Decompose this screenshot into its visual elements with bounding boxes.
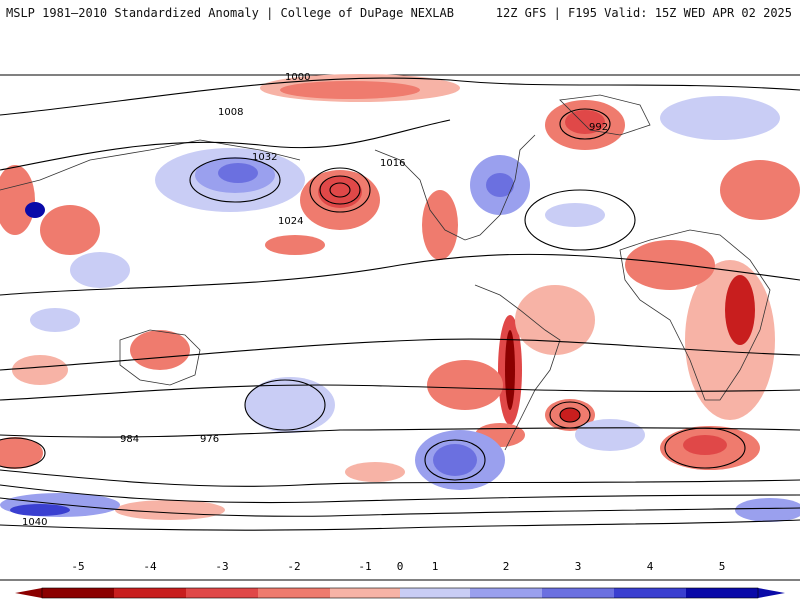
colorbar-tick-label: -3 xyxy=(215,560,229,573)
colorbar-tick-label: 0 xyxy=(396,560,404,573)
isobars xyxy=(0,77,800,531)
contour-label: 976 xyxy=(200,434,219,445)
positive-anomalies xyxy=(0,96,800,522)
contour-label: 1040 xyxy=(22,517,47,528)
colorbar-tick-label: 4 xyxy=(646,560,654,573)
contour-label: 1024 xyxy=(278,216,303,227)
anomaly-map: 1000 1008 1016 1024 1032 992 984 976 104… xyxy=(0,40,800,585)
negative-anomalies xyxy=(0,74,800,520)
colorbar-tick-label: 3 xyxy=(574,560,582,573)
product-title: MSLP 1981–2010 Standardized Anomaly | Co… xyxy=(6,6,454,20)
colorbar-scale xyxy=(15,587,785,599)
colorbar-tick-label: -1 xyxy=(358,560,372,573)
colorbar-tick-label: 1 xyxy=(431,560,439,573)
contour-label: 1008 xyxy=(218,107,243,118)
model-valid-time: 12Z GFS | F195 Valid: 15Z WED APR 02 202… xyxy=(495,6,792,20)
coastlines xyxy=(0,94,771,451)
colorbar: -5 -4 -3 -2 -1 0 1 2 3 4 5 xyxy=(0,560,800,600)
colorbar-tick-label: -4 xyxy=(143,560,157,573)
contour-label: 1000 xyxy=(285,72,310,83)
header-bar: MSLP 1981–2010 Standardized Anomaly | Co… xyxy=(0,0,800,40)
contour-label: 1032 xyxy=(252,152,277,163)
colorbar-tick-label: -2 xyxy=(287,560,301,573)
contour-labels: 1000 1008 1016 1024 1032 992 984 976 104… xyxy=(22,72,608,528)
contour-label: 984 xyxy=(120,434,139,445)
contour-label: 1016 xyxy=(380,158,405,169)
contour-label: 992 xyxy=(589,122,608,133)
colorbar-tick-label: 5 xyxy=(718,560,726,573)
colorbar-tick-label: -5 xyxy=(71,560,85,573)
colorbar-tick-label: 2 xyxy=(502,560,510,573)
